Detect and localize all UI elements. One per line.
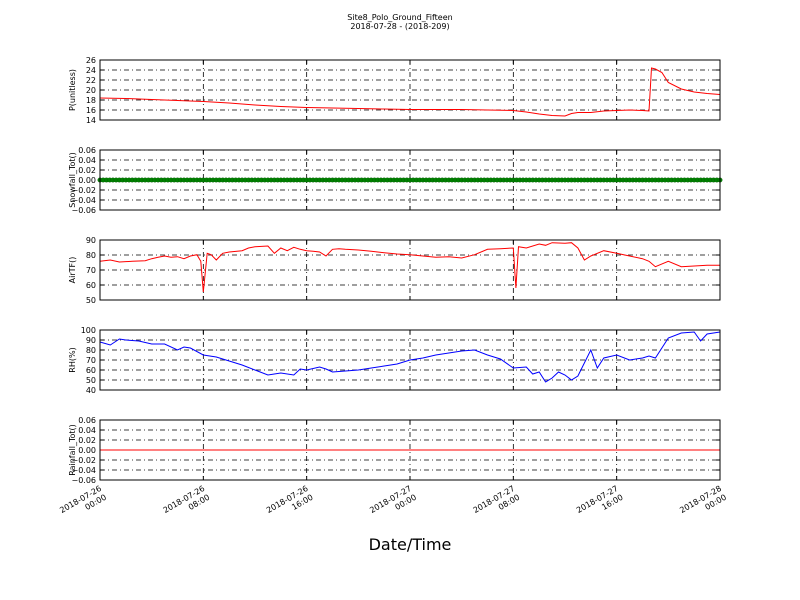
chart-title: Site8_Polo_Ground_Fifteen [347, 13, 452, 22]
y-tick-label: 24 [86, 66, 96, 75]
y-tick-label: 16 [86, 106, 96, 115]
x-tick-label: 2018-07-2600:00 [58, 484, 108, 524]
y-tick-label: −0.06 [71, 476, 96, 485]
y-tick-label: 50 [86, 376, 96, 385]
series-line [99, 331, 721, 383]
y-tick-label: 70 [86, 266, 96, 275]
x-tick-label: 2018-07-2800:00 [678, 484, 728, 524]
panel-5: −0.06−0.04−0.020.000.020.040.06Rainfall_… [68, 416, 721, 485]
y-tick-label: 70 [86, 356, 96, 365]
axes-frame [99, 329, 721, 391]
y-tick-label: −0.06 [71, 206, 96, 215]
y-tick-label: 14 [86, 116, 96, 125]
y-tick-label: 0.06 [78, 146, 96, 155]
x-tick-label: 2018-07-2700:00 [368, 484, 418, 524]
y-tick-label: 0.04 [78, 426, 96, 435]
y-tick-label: 60 [86, 281, 96, 290]
y-tick-label: 100 [81, 326, 96, 335]
y-axis-label: Snowfall_Tot() [68, 152, 77, 208]
y-tick-label: 90 [86, 336, 96, 345]
y-tick-label: −0.02 [71, 186, 96, 195]
y-tick-label: 18 [86, 96, 96, 105]
y-tick-label: 22 [86, 76, 96, 85]
y-tick-label: 0.00 [78, 446, 96, 455]
y-axis-label: P(unitless) [68, 69, 77, 111]
panel-2: −0.06−0.04−0.020.000.020.040.06Snowfall_… [68, 146, 723, 215]
axes-frame [99, 419, 721, 481]
x-tick-label: 2018-07-2716:00 [575, 484, 625, 524]
x-tick-label: 2018-07-2708:00 [472, 484, 522, 524]
y-tick-label: 50 [86, 296, 96, 305]
series-line [99, 242, 720, 293]
y-axis-label: Rainfall_Tot() [68, 424, 77, 476]
y-tick-label: 90 [86, 236, 96, 245]
y-tick-label: 40 [86, 386, 96, 395]
x-axis-label: Date/Time [369, 535, 452, 554]
panels: 14161820222426P(unitless)−0.06−0.04−0.02… [68, 56, 723, 485]
y-tick-label: 0.04 [78, 156, 96, 165]
panel-3: 50 60 70 80 90 AirTF() [68, 236, 721, 305]
y-tick-label: −0.04 [71, 466, 96, 475]
series-line [99, 67, 721, 117]
axes-frame [99, 239, 721, 301]
y-tick-label: −0.04 [71, 196, 96, 205]
chart-subtitle: 2018-07-28 - (2018-209) [350, 22, 449, 31]
y-axis-label: AirTF() [68, 257, 77, 284]
y-tick-label: 0.00 [78, 176, 96, 185]
y-tick-label: −0.02 [71, 456, 96, 465]
x-tick-label: 2018-07-2616:00 [265, 484, 315, 524]
y-tick-label: 0.06 [78, 416, 96, 425]
y-tick-label: 60 [86, 366, 96, 375]
x-tick-label: 2018-07-2608:00 [162, 484, 212, 524]
axes-frame [99, 59, 721, 121]
y-axis-label: RH(%) [68, 347, 77, 372]
y-tick-label: 0.02 [78, 166, 96, 175]
y-tick-label: 80 [86, 346, 96, 355]
y-tick-label: 0.02 [78, 436, 96, 445]
y-tick-label: 20 [86, 86, 96, 95]
x-tick-labels: 2018-07-2600:00 2018-07-2608:00 2018-07-26… [58, 484, 728, 524]
axes-frame [99, 149, 721, 211]
y-tick-label: 26 [86, 56, 96, 65]
y-tick-label: 80 [86, 251, 96, 260]
